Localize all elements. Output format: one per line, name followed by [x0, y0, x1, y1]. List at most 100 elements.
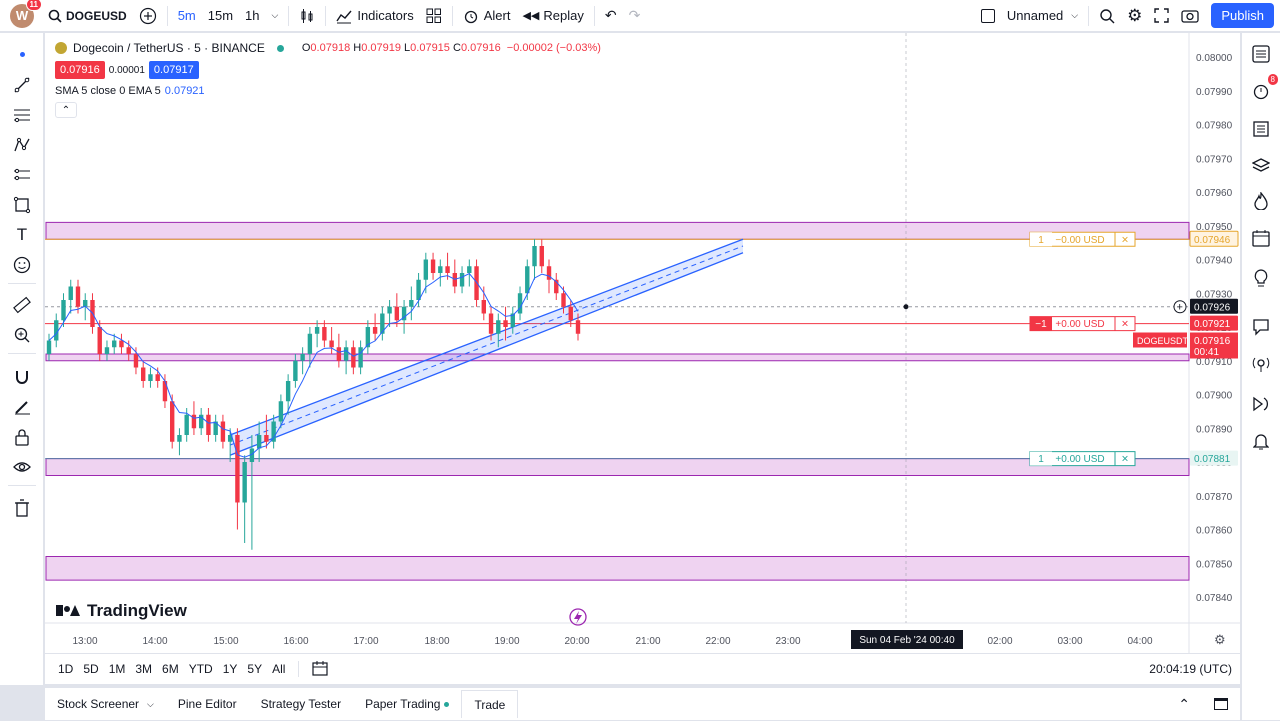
add-order-button[interactable] — [1173, 300, 1187, 314]
sr-zone[interactable] — [45, 353, 1190, 362]
layers-button[interactable] — [1250, 155, 1272, 177]
range-1d[interactable]: 1D — [58, 662, 74, 676]
range-6m[interactable]: 6M — [162, 662, 179, 676]
sr-zone[interactable] — [45, 458, 1190, 476]
channel-upper-line[interactable] — [229, 238, 744, 436]
range-3m[interactable]: 3M — [135, 662, 153, 676]
range-ytd[interactable]: YTD — [188, 662, 213, 676]
snapshot-button[interactable] — [1175, 0, 1205, 32]
symbol-title[interactable]: Dogecoin / TetherUS · 5 · BINANCE — [73, 41, 265, 55]
sr-zone[interactable] — [45, 556, 1190, 581]
pattern-tool[interactable] — [11, 134, 33, 156]
calendar-button[interactable] — [1250, 227, 1272, 249]
goto-date-button[interactable] — [307, 660, 333, 679]
maximize-panel-button[interactable] — [1202, 688, 1240, 721]
axis-settings-icon: ⚙ — [1214, 632, 1226, 647]
candle-body — [249, 448, 255, 462]
prediction-tool[interactable] — [11, 164, 33, 186]
text-tool[interactable]: T — [11, 224, 33, 246]
settings-button[interactable]: ⚙ — [1121, 0, 1148, 32]
doge-coin-icon — [55, 42, 67, 54]
alerts-button[interactable]: 8 — [1250, 74, 1278, 102]
compare-button[interactable] — [133, 0, 163, 32]
layout-menu[interactable]: Unnamed ⌵ — [975, 0, 1084, 32]
time-tick-label: 04:00 — [1127, 636, 1152, 647]
indicator-legend[interactable]: SMA 5 close 0 EMA 5 0.07921 — [55, 85, 601, 97]
candle-body — [271, 421, 276, 442]
user-avatar[interactable]: W 11 — [10, 0, 42, 28]
timeframe-dropdown[interactable]: ⌵ — [266, 0, 285, 32]
tv-logo-mark — [56, 605, 63, 616]
buy-button[interactable]: 0.07917 — [148, 61, 199, 79]
tab-strategy-tester[interactable]: Strategy Tester — [260, 697, 342, 711]
fib-tool[interactable] — [11, 104, 33, 126]
lock-tool[interactable] — [11, 426, 33, 448]
undo-button[interactable]: ↶ — [599, 0, 623, 32]
redo-icon: ↷ — [628, 7, 641, 23]
watchlist-button[interactable] — [1250, 43, 1272, 65]
tab-pine-editor[interactable]: Pine Editor — [177, 697, 237, 711]
tp-price-tag-bg — [1189, 230, 1239, 247]
measure-tool[interactable] — [11, 294, 33, 316]
dot-cursor-icon — [19, 51, 25, 57]
tab-paper-trading[interactable]: Paper Trading — [353, 688, 461, 721]
symbol-tag-bg — [1133, 332, 1187, 348]
divider — [451, 5, 453, 26]
templates-button[interactable] — [420, 0, 448, 32]
short-order-qty: −1 — [1035, 319, 1047, 330]
range-5y[interactable]: 5Y — [247, 662, 263, 676]
sr-zone[interactable] — [45, 221, 1190, 240]
object-tree-button[interactable] — [1250, 118, 1272, 140]
collapse-legend-button[interactable]: ⌃ — [55, 102, 77, 118]
timeframe-15m[interactable]: 15m — [207, 8, 234, 23]
pencil-lock-icon — [15, 401, 30, 415]
quick-search-button[interactable] — [1093, 0, 1121, 32]
zoom-tool[interactable] — [11, 324, 33, 346]
magnet-tool[interactable] — [11, 366, 33, 388]
replay-trading-button[interactable] — [1250, 393, 1272, 415]
replay-button[interactable]: ◀◀ Replay — [516, 0, 589, 32]
notifications-button[interactable] — [1250, 430, 1272, 452]
range-1m[interactable]: 1M — [108, 662, 126, 676]
chart-type-button[interactable] — [293, 0, 321, 32]
price-chart[interactable]: 0.08000 0.07990 0.07980 0.07970 0.07960 0.079… — [45, 33, 1240, 653]
alert-button[interactable]: Alert — [457, 0, 517, 32]
current-price-bg — [1190, 332, 1238, 359]
indicators-button[interactable]: Indicators — [330, 0, 419, 32]
sell-button[interactable]: 0.07916 — [55, 61, 105, 79]
utc-clock[interactable]: 20:04:19 (UTC) — [1149, 662, 1232, 676]
channel-lower-line[interactable] — [229, 252, 744, 456]
icon-tool[interactable] — [11, 254, 33, 276]
list-icon — [1252, 45, 1270, 63]
parallel-channel-fill[interactable] — [230, 239, 743, 456]
tab-stock-screener[interactable]: Stock Screener ⌵ — [45, 688, 166, 721]
shape-tool[interactable] — [11, 194, 33, 216]
range-1y[interactable]: 1Y — [222, 662, 238, 676]
timeframe-1h[interactable]: 1h — [245, 8, 260, 23]
streams-button[interactable] — [1250, 353, 1272, 375]
fullscreen-button[interactable] — [1148, 0, 1175, 32]
lightning-event-icon[interactable] — [569, 608, 587, 626]
trendline-tool[interactable] — [11, 74, 33, 96]
hotlists-button[interactable] — [1250, 190, 1272, 212]
last-price-tag-bg — [1190, 315, 1238, 331]
timeframe-5m[interactable]: 5m — [177, 8, 196, 23]
remove-drawings-tool[interactable] — [11, 497, 33, 519]
redo-button[interactable]: ↷ — [623, 0, 647, 32]
chart-pane[interactable]: 0.08000 0.07990 0.07980 0.07970 0.07960 0.079… — [45, 33, 1240, 684]
candle-body — [380, 313, 385, 334]
publish-button[interactable]: Publish — [1211, 3, 1274, 28]
hide-tool[interactable] — [11, 456, 33, 478]
collapse-panel-button[interactable]: ⌃ — [1166, 688, 1202, 721]
cursor-tool[interactable] — [11, 43, 33, 65]
last-price-tag: 0.07921 — [1194, 319, 1231, 330]
range-5d[interactable]: 5D — [83, 662, 99, 676]
symbol-search[interactable]: DOGEUSD — [42, 0, 133, 32]
ideas-button[interactable] — [1250, 267, 1272, 289]
ema-line[interactable] — [48, 272, 579, 458]
tab-trade[interactable]: Trade — [461, 690, 519, 718]
alarm-clock-icon — [464, 10, 477, 23]
stay-drawing-tool[interactable] — [11, 396, 33, 418]
chat-button[interactable] — [1250, 316, 1272, 338]
range-all[interactable]: All — [272, 662, 286, 676]
